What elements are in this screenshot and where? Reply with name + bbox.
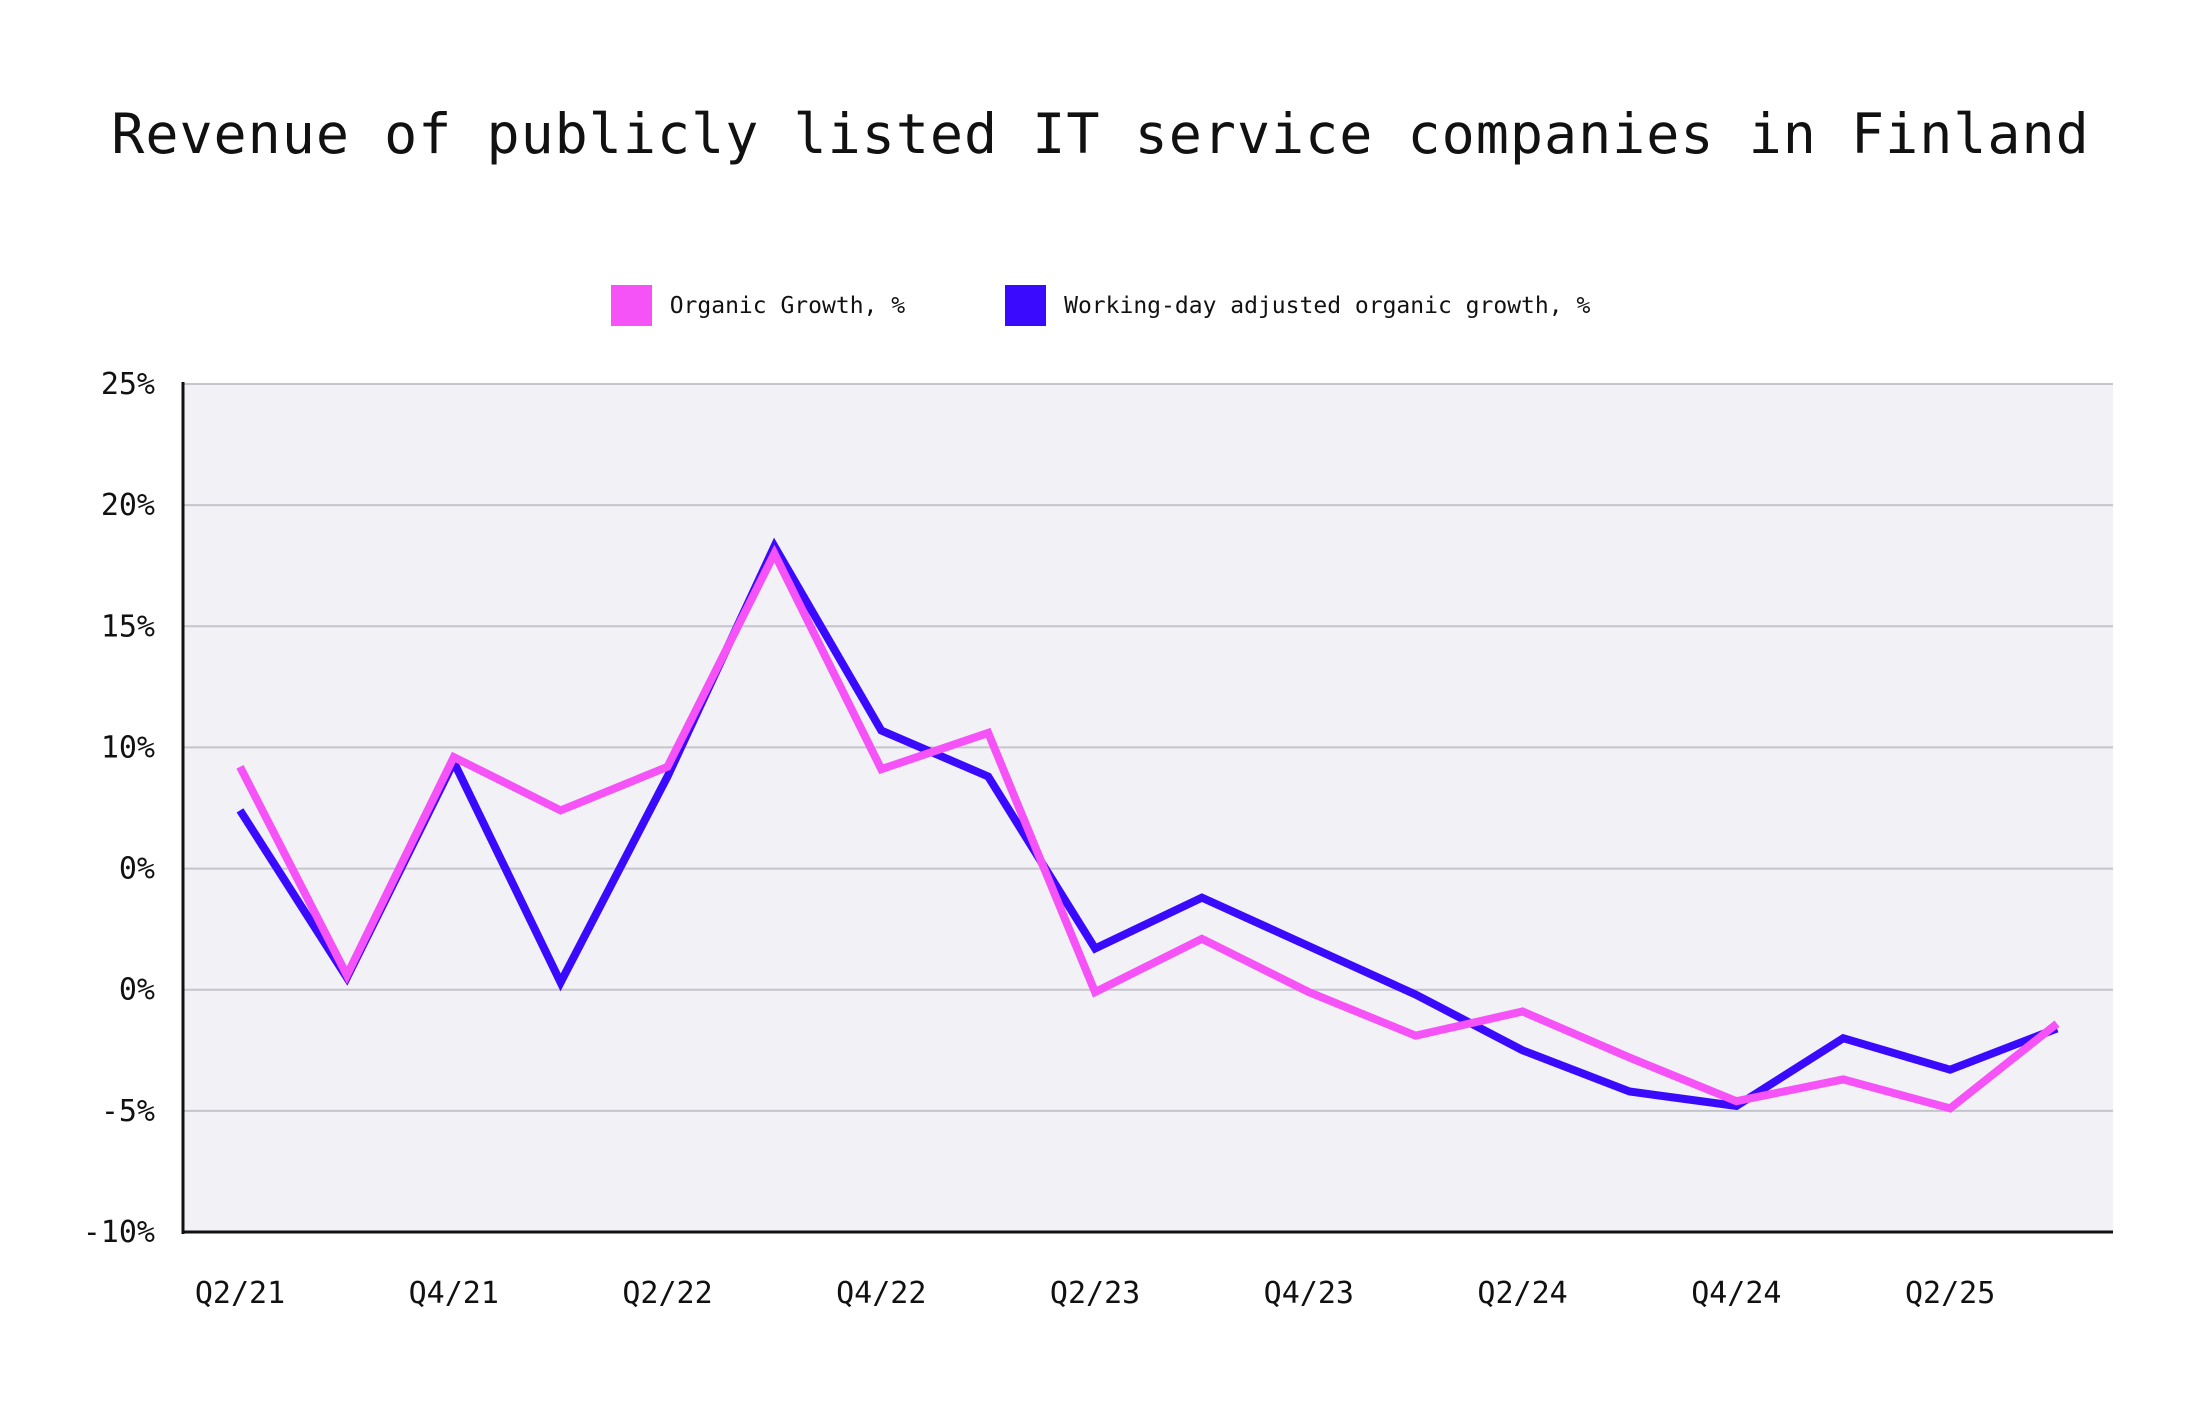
series-lines	[236, 537, 2060, 1113]
y-tick-label: -5%	[101, 1094, 155, 1129]
y-tick-label: 0%	[119, 973, 155, 1008]
x-tick-label: Q2/25	[1905, 1276, 1995, 1311]
y-axis-ticks: 25% 20% 15% 10% 0% 0% -5% -10%	[83, 367, 155, 1250]
gridlines	[183, 383, 2113, 1112]
x-tick-label: Q2/21	[195, 1276, 285, 1311]
legend: Organic Growth, % Working-day adjusted o…	[0, 285, 2201, 326]
x-tick-label: Q4/24	[1691, 1276, 1781, 1311]
legend-swatch-organic-growth	[610, 285, 652, 326]
y-tick-label: 15%	[101, 609, 155, 644]
y-tick-label: 10%	[101, 730, 155, 765]
x-tick-label: Q2/23	[1050, 1276, 1140, 1311]
x-tick-label: Q2/24	[1477, 1276, 1567, 1311]
legend-label-organic-growth: Organic Growth, %	[669, 292, 906, 319]
x-tick-label: Q4/22	[836, 1276, 926, 1311]
x-tick-label: Q2/22	[622, 1276, 712, 1311]
x-tick-label: Q4/23	[1264, 1276, 1354, 1311]
legend-label-working-day-adjusted: Working-day adjusted organic growth, %	[1064, 292, 1591, 319]
x-axis-ticks: Q2/21 Q4/21 Q2/22 Q4/22 Q2/23 Q4/23 Q2/24 Q4/24…	[195, 1276, 1995, 1311]
legend-swatch-working-day-adjusted	[1005, 285, 1047, 326]
y-tick-label: 20%	[101, 488, 155, 523]
series-line-organic-growth	[236, 544, 2060, 1113]
legend-item-working-day-adjusted: Working-day adjusted organic growth, %	[1005, 285, 1590, 326]
legend-item-organic-growth: Organic Growth, %	[610, 285, 906, 326]
x-tick-label: Q4/21	[409, 1276, 499, 1311]
chart-title: Revenue of publicly listed IT service co…	[111, 102, 2090, 166]
y-tick-label: -10%	[83, 1215, 155, 1250]
y-tick-label: 0%	[119, 852, 155, 887]
y-tick-label: 25%	[101, 367, 155, 402]
